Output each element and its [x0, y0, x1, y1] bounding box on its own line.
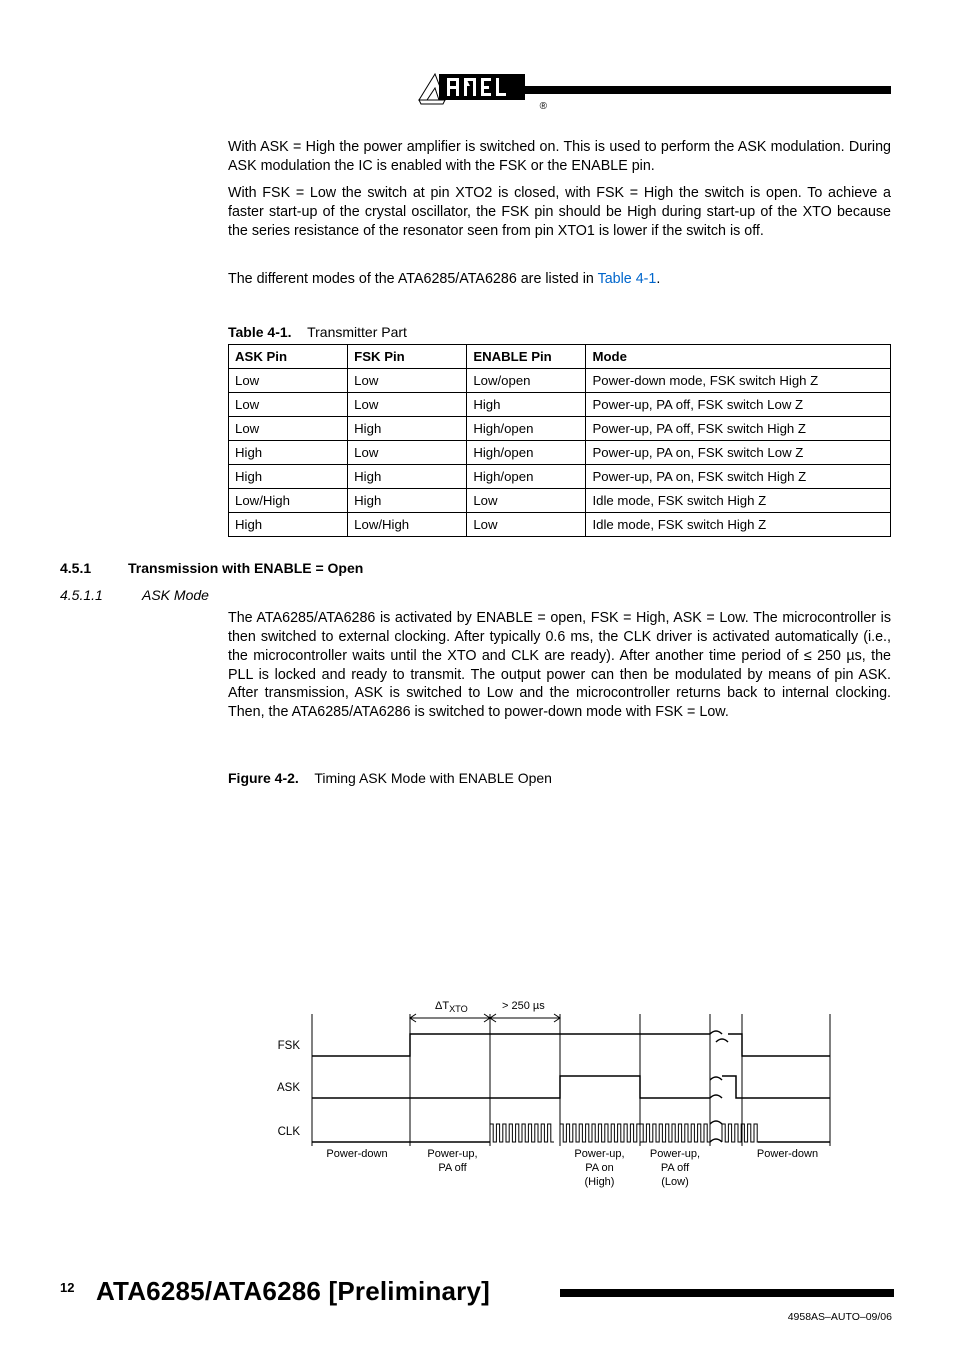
- footer-rule: [560, 1289, 890, 1297]
- table-row: HighLow/HighLowIdle mode, FSK switch Hig…: [229, 513, 891, 537]
- table-cell: Low/open: [467, 369, 586, 393]
- table-label: Table 4-1.: [228, 324, 292, 340]
- table-cell: High: [348, 489, 467, 513]
- table-cell: Power-up, PA on, FSK switch Low Z: [586, 441, 891, 465]
- table-cell: High/open: [467, 465, 586, 489]
- transmitter-part-table: ASK Pin FSK Pin ENABLE Pin Mode LowLowLo…: [228, 344, 891, 537]
- table-cell: Low/High: [229, 489, 348, 513]
- figure-4-2-caption: Figure 4-2. Timing ASK Mode with ENABLE …: [228, 770, 552, 786]
- table-cell: Low: [229, 369, 348, 393]
- table-cell: Low: [348, 393, 467, 417]
- document-title: ATA6285/ATA6286 [Preliminary]: [96, 1276, 490, 1307]
- table-cell: Low: [229, 417, 348, 441]
- fsk-label: FSK: [250, 1040, 300, 1052]
- state-power-up-paoff-2: Power-up,PA off(Low): [640, 1148, 710, 1189]
- table-cell: Low/High: [348, 513, 467, 537]
- th-enable: ENABLE Pin: [467, 345, 586, 369]
- table-cell: Power-up, PA off, FSK switch High Z: [586, 417, 891, 441]
- table-cell: High: [229, 513, 348, 537]
- section-4-5-1-1-title: ASK Mode: [142, 587, 209, 603]
- table-cell: Low: [229, 393, 348, 417]
- figure-4-2-diagram: FSK ASK CLK ΔTXTO > 250 µs: [250, 998, 860, 1198]
- table-cell: Low: [467, 489, 586, 513]
- paragraph-ask-mode: The ATA6285/ATA6286 is activated by ENAB…: [228, 609, 891, 722]
- th-ask: ASK Pin: [229, 345, 348, 369]
- table-row: LowHighHigh/openPower-up, PA off, FSK sw…: [229, 417, 891, 441]
- table-row: HighHighHigh/openPower-up, PA on, FSK sw…: [229, 465, 891, 489]
- table-cell: Idle mode, FSK switch High Z: [586, 513, 891, 537]
- table-cell: High: [348, 417, 467, 441]
- p3-post: .: [656, 271, 660, 287]
- paragraph-modes-ref: The different modes of the ATA6285/ATA62…: [228, 270, 891, 289]
- table-cell: Power-up, PA off, FSK switch Low Z: [586, 393, 891, 417]
- table-cell: High/open: [467, 441, 586, 465]
- section-4-5-1-1-num: 4.5.1.1: [60, 587, 103, 603]
- paragraph-ask-high: With ASK = High the power amplifier is s…: [228, 138, 891, 176]
- table-row: LowLowHighPower-up, PA off, FSK switch L…: [229, 393, 891, 417]
- th-mode: Mode: [586, 345, 891, 369]
- header-rule: [507, 86, 891, 94]
- delta-t-xto-label: ΔTXTO: [435, 1000, 468, 1014]
- table-cell: High: [348, 465, 467, 489]
- table-cell: High: [229, 441, 348, 465]
- table-header-row: ASK Pin FSK Pin ENABLE Pin Mode: [229, 345, 891, 369]
- table-cell: High: [467, 393, 586, 417]
- registered-mark: ®: [540, 101, 547, 112]
- table-row: LowLowLow/openPower-down mode, FSK switc…: [229, 369, 891, 393]
- section-4-5-1-num: 4.5.1: [60, 560, 91, 576]
- paragraph-fsk-low: With FSK = Low the switch at pin XTO2 is…: [228, 184, 891, 241]
- timing-svg: [250, 998, 860, 1173]
- state-power-up-paon: Power-up,PA on(High): [562, 1148, 637, 1189]
- table-4-1-link[interactable]: Table 4-1: [598, 271, 657, 287]
- p3-pre: The different modes of the ATA6285/ATA62…: [228, 271, 598, 287]
- th-fsk: FSK Pin: [348, 345, 467, 369]
- clk-label: CLK: [250, 1126, 300, 1138]
- state-power-up-paoff-1: Power-up,PA off: [415, 1148, 490, 1176]
- table-cell: High/open: [467, 417, 586, 441]
- section-4-5-1-title: Transmission with ENABLE = Open: [128, 560, 363, 576]
- table-row: Low/HighHighLowIdle mode, FSK switch Hig…: [229, 489, 891, 513]
- table-4-1-caption: Table 4-1. Transmitter Part: [228, 324, 407, 340]
- table-cell: High: [229, 465, 348, 489]
- document-id: 4958AS–AUTO–09/06: [788, 1311, 892, 1323]
- table-cell: Power-up, PA on, FSK switch High Z: [586, 465, 891, 489]
- table-4-1: ASK Pin FSK Pin ENABLE Pin Mode LowLowLo…: [228, 344, 891, 537]
- figure-caption-text: Timing ASK Mode with ENABLE Open: [314, 770, 552, 786]
- gt-250us-label: > 250 µs: [502, 1000, 545, 1012]
- figure-label: Figure 4-2.: [228, 770, 299, 786]
- table-cell: Power-down mode, FSK switch High Z: [586, 369, 891, 393]
- table-cell: Low: [348, 369, 467, 393]
- state-power-down-2: Power-down: [745, 1148, 830, 1162]
- table-cell: Idle mode, FSK switch High Z: [586, 489, 891, 513]
- table-cell: Low: [348, 441, 467, 465]
- state-power-down-1: Power-down: [312, 1148, 402, 1162]
- table-cell: Low: [467, 513, 586, 537]
- table-caption-text: Transmitter Part: [307, 324, 407, 340]
- page-number: 12: [60, 1280, 74, 1295]
- ask-label: ASK: [250, 1082, 300, 1094]
- table-row: HighLowHigh/openPower-up, PA on, FSK swi…: [229, 441, 891, 465]
